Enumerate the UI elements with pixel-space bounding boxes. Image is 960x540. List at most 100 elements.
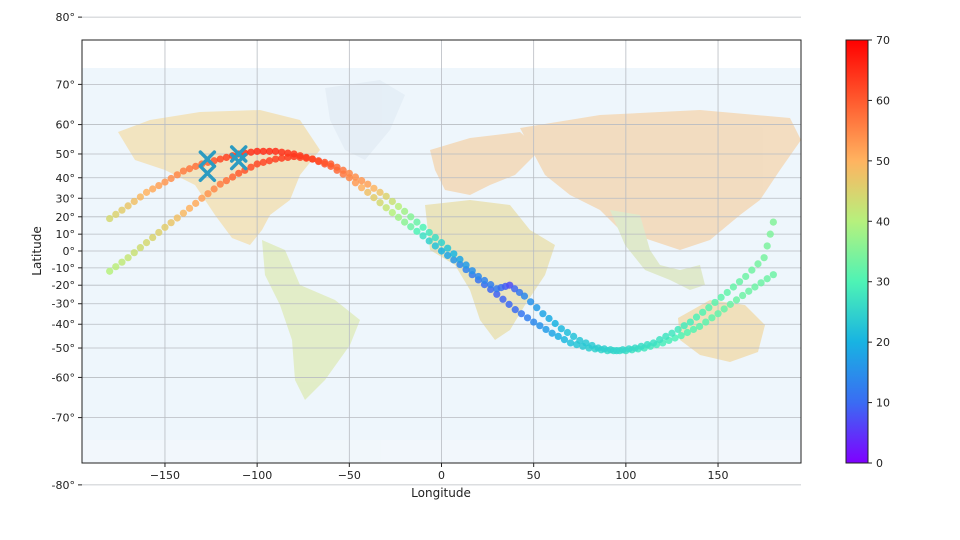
track-lower-point	[754, 260, 762, 268]
track-upper-point	[173, 171, 181, 179]
x-marker	[198, 150, 217, 168]
colorbar-tick-label: 0	[876, 457, 883, 470]
track-upper-point	[456, 260, 464, 269]
track-lower-point	[729, 283, 738, 291]
track-upper-point	[185, 165, 194, 173]
track-lower-point	[210, 185, 218, 193]
y-tick-label: 80°	[56, 11, 76, 24]
track-lower-point	[631, 344, 639, 352]
track-lower-point	[444, 244, 452, 252]
track-upper	[106, 147, 777, 355]
track-upper-point	[142, 188, 151, 196]
track-upper-point	[536, 322, 544, 330]
track-upper-point	[413, 227, 421, 235]
track-upper-point	[560, 336, 569, 344]
track-lower-point	[192, 199, 200, 207]
track-upper-point	[401, 218, 409, 226]
track-upper-point	[130, 197, 138, 206]
track-upper-point	[511, 306, 519, 314]
track-lower-point	[742, 272, 750, 281]
track-upper-point	[425, 237, 433, 245]
track-lower-point	[748, 266, 756, 274]
track-upper-point	[118, 206, 126, 214]
track-lower-point	[717, 293, 725, 301]
track-lower-point	[173, 214, 181, 222]
track-lower-point	[155, 228, 163, 237]
track-upper-point	[523, 314, 532, 322]
track-lower-point	[345, 169, 353, 177]
track-lower-point	[680, 322, 688, 330]
x-marker	[198, 164, 217, 183]
track-lower-point	[290, 152, 298, 161]
track-upper-point	[259, 147, 267, 155]
track-lower-point	[705, 304, 713, 312]
track-lower-point	[314, 157, 323, 165]
track-lower-point	[198, 194, 206, 202]
track-upper-point	[757, 279, 765, 287]
track-lower-point	[185, 204, 194, 212]
track-upper-point	[167, 174, 175, 183]
colorbar-tick-label: 70	[876, 34, 890, 47]
y-tick-label: 40°	[56, 172, 76, 185]
track-lower-point	[760, 254, 768, 262]
y-tick-label: 30°	[56, 192, 76, 205]
track-upper-point	[542, 325, 550, 334]
track-lower-point	[468, 267, 476, 275]
track-upper-point	[714, 310, 722, 318]
track-upper-point	[216, 155, 224, 163]
track-upper-point	[271, 147, 280, 155]
track-upper-point	[751, 283, 759, 291]
track-lower-point	[112, 263, 120, 271]
track-upper-point	[222, 153, 231, 162]
track-lower-point	[333, 163, 341, 171]
track-upper-point	[689, 325, 698, 334]
track-lower-point	[643, 340, 651, 349]
track-upper-point	[253, 147, 261, 155]
track-lower-point	[136, 244, 144, 252]
track-lower-point	[419, 223, 427, 231]
track-lower-point	[106, 267, 114, 275]
track-lower-point	[656, 336, 664, 344]
x-marker	[229, 152, 248, 171]
track-lower-point	[533, 304, 541, 312]
track-lower-point	[600, 345, 608, 353]
track-upper-point	[376, 199, 384, 207]
track-lower-point	[606, 346, 615, 354]
y-tick-label: 10°	[56, 228, 76, 241]
x-markers	[198, 145, 248, 183]
track-upper-point	[388, 208, 396, 217]
track-lower-point	[662, 332, 670, 341]
track-lower-point	[228, 173, 237, 181]
track-lower-point	[296, 153, 304, 162]
track-lower-point	[401, 207, 409, 215]
track-upper-point	[124, 202, 132, 210]
x-tick-label: −100	[242, 469, 272, 482]
track-upper-point	[247, 148, 255, 156]
track-lower-point	[674, 325, 682, 334]
track-lower-point	[407, 213, 415, 221]
track-lower-point	[278, 154, 286, 162]
colorbar	[845, 39, 869, 464]
track-lower-point	[179, 209, 187, 217]
x-tick-label: 50	[527, 469, 541, 482]
track-lower-point	[204, 190, 212, 198]
y-tick-label: -70°	[52, 412, 75, 425]
track-lower-point	[515, 288, 524, 297]
track-upper-point	[702, 318, 710, 326]
track-lower-point	[520, 292, 529, 300]
track-upper-point	[450, 256, 458, 264]
track-lower-point	[302, 154, 310, 162]
track-upper-point	[161, 178, 169, 186]
track-lower-point	[339, 166, 347, 174]
track-lower-point	[284, 153, 292, 162]
track-lower-point	[161, 223, 169, 231]
track-upper-point	[720, 305, 728, 313]
y-axis-label: Latitude	[30, 226, 44, 275]
track-upper-point	[419, 232, 427, 240]
track-lower-point	[358, 177, 366, 185]
track-lower-point	[563, 328, 572, 337]
track-upper-point	[554, 332, 562, 341]
y-tick-label: -60°	[52, 371, 75, 384]
y-tick-label: -30°	[52, 298, 75, 311]
